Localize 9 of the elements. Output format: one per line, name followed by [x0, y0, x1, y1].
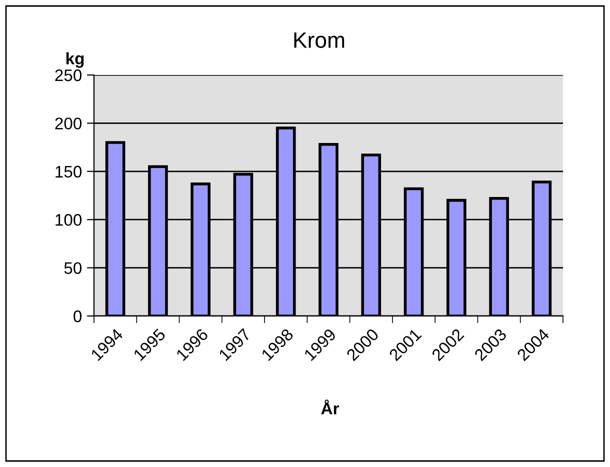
y-tick-label: 0 [74, 310, 82, 322]
y-tick-label: 150 [56, 166, 82, 178]
x-axis-title: År [321, 400, 340, 414]
y-axis-title: kg [66, 52, 84, 68]
y-tick-label: 250 [55, 69, 82, 82]
y-tick-label: 100 [56, 214, 82, 226]
chart-title: Krom [294, 32, 344, 48]
y-tick-label: 200 [55, 118, 82, 130]
y-tick-label: 50 [64, 262, 82, 274]
